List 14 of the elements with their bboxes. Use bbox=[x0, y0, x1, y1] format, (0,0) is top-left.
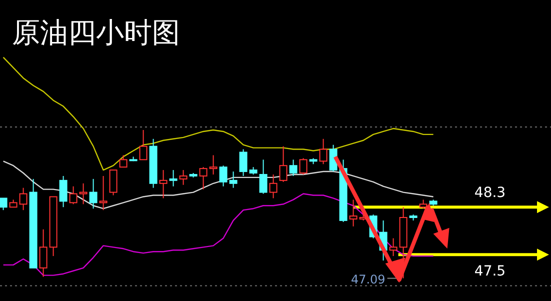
text: 47.5 bbox=[474, 264, 506, 280]
candlestick bbox=[209, 154, 218, 175]
candlestick bbox=[89, 178, 98, 210]
candlestick bbox=[19, 187, 28, 211]
chart-title: 原油四小时图 bbox=[12, 16, 180, 49]
candlestick bbox=[179, 170, 188, 186]
text: 48.3 bbox=[474, 185, 506, 202]
candlestick bbox=[159, 170, 168, 199]
candlestick bbox=[349, 199, 358, 227]
candlestick bbox=[99, 175, 108, 211]
candlestick bbox=[39, 228, 48, 278]
annotation: 47.09 bbox=[350, 272, 386, 286]
candlestick bbox=[79, 182, 88, 205]
candlestick bbox=[169, 170, 178, 187]
